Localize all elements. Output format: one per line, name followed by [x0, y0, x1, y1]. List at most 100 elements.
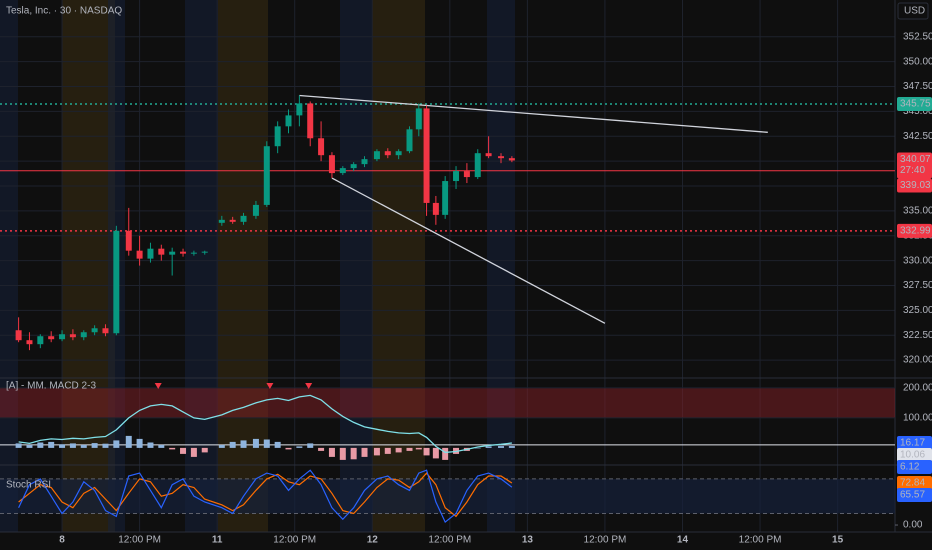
session-shade — [0, 0, 18, 532]
histogram-bar — [296, 446, 303, 448]
candle-body — [318, 138, 325, 156]
session-shade — [372, 0, 425, 532]
level-badge: 332.99 — [900, 226, 931, 237]
level-badge-bg — [897, 178, 932, 193]
candle-body — [432, 202, 439, 215]
histogram-bar — [423, 447, 430, 456]
level-badge-bg — [897, 223, 932, 238]
histogram-bar — [252, 438, 259, 448]
histogram-bar — [415, 447, 422, 450]
pane-badge-bg — [897, 448, 932, 463]
x-tick-label: 12 — [367, 535, 379, 546]
countdown: 27:40 — [900, 165, 925, 176]
histogram-bar — [37, 442, 44, 448]
stoch-band — [0, 478, 895, 514]
histogram-bar — [125, 435, 132, 448]
pane-badge: 65.57 — [900, 490, 925, 501]
histogram-bar — [307, 443, 314, 448]
histogram-bar — [318, 447, 325, 451]
x-tick-label: 12:00 PM — [584, 535, 627, 546]
level-badge-bg — [897, 96, 932, 111]
histogram-bar — [158, 444, 165, 448]
candle-body — [328, 155, 335, 174]
y-tick-label: 0.00 — [903, 520, 923, 531]
pane-badge-bg — [897, 460, 932, 475]
candle-body — [423, 108, 430, 203]
histogram-bar — [350, 447, 357, 460]
y-tick-label: 347.50 — [903, 81, 932, 92]
histogram-bar — [15, 443, 22, 448]
trendline — [331, 177, 606, 324]
candle-body — [508, 158, 515, 161]
x-tick-label: 8 — [59, 535, 65, 546]
histogram-bar — [395, 447, 402, 453]
y-tick-label: 350.00 — [903, 56, 932, 67]
histogram-bar — [339, 447, 346, 460]
histogram-bar — [406, 447, 413, 451]
candle-body — [415, 108, 422, 130]
candle-body — [361, 159, 368, 165]
histogram-bar — [229, 441, 236, 448]
candle-body — [252, 204, 259, 216]
histogram-bar — [285, 447, 292, 450]
candle-body — [26, 340, 33, 345]
y-tick-label: 335.00 — [903, 206, 932, 217]
y-tick-label: 100.00 — [903, 413, 932, 424]
histogram-bar — [361, 447, 368, 457]
candle-body — [285, 115, 292, 127]
histogram-bar — [218, 444, 225, 448]
currency: USD — [904, 6, 925, 17]
histogram-bar — [240, 440, 247, 448]
y-tick-label: 325.00 — [903, 305, 932, 316]
session-shade — [62, 0, 115, 532]
histogram-bar — [442, 447, 449, 460]
candle-body — [80, 332, 87, 338]
histogram-bar — [69, 443, 76, 448]
candle-body — [190, 252, 197, 254]
stoch-k — [18, 469, 513, 524]
x-tick-label: 12:00 PM — [118, 535, 161, 546]
candle-body — [169, 251, 176, 255]
candle-body — [125, 230, 132, 251]
chart-title: Tesla, Inc. · 30 · NASDAQ — [6, 6, 122, 17]
session-shade — [218, 0, 268, 532]
candle-body — [102, 328, 109, 334]
pane-badge-bg — [897, 476, 932, 491]
signal-marker — [305, 383, 313, 389]
candle-body — [474, 153, 481, 178]
histogram-bar — [373, 447, 380, 456]
y-tick-label: 320.00 — [903, 355, 932, 366]
candle-body — [406, 129, 413, 152]
session-shade — [185, 0, 218, 532]
candle-body — [296, 103, 303, 116]
signal-marker — [266, 383, 274, 389]
pane-badge-bg — [897, 436, 932, 451]
histogram-bar — [328, 447, 335, 457]
pane-badge: 6.12 — [900, 462, 920, 473]
candle-body — [147, 248, 154, 259]
candle-body — [113, 230, 120, 334]
session-shade — [487, 0, 515, 532]
x-tick-label: 12:00 PM — [739, 535, 782, 546]
histogram-bar — [59, 444, 66, 448]
histogram-bar — [263, 439, 270, 448]
y-tick-label: 352.50 — [903, 31, 932, 42]
candle-body — [263, 146, 270, 205]
histogram-bar — [432, 447, 439, 459]
candle-body — [48, 336, 55, 340]
histogram-bar — [180, 447, 187, 454]
candle-body — [463, 171, 470, 178]
x-tick-label: 13 — [522, 535, 534, 546]
level-badge: 345.75 — [900, 99, 931, 110]
histogram-bar — [48, 441, 55, 448]
candle-body — [395, 151, 402, 156]
histogram-bar — [91, 443, 98, 448]
x-tick-label: 15 — [832, 535, 844, 546]
candle-body — [15, 330, 22, 341]
last-price: 340.07 — [900, 154, 931, 165]
trendline — [299, 94, 768, 133]
oscillator-line — [18, 394, 512, 454]
